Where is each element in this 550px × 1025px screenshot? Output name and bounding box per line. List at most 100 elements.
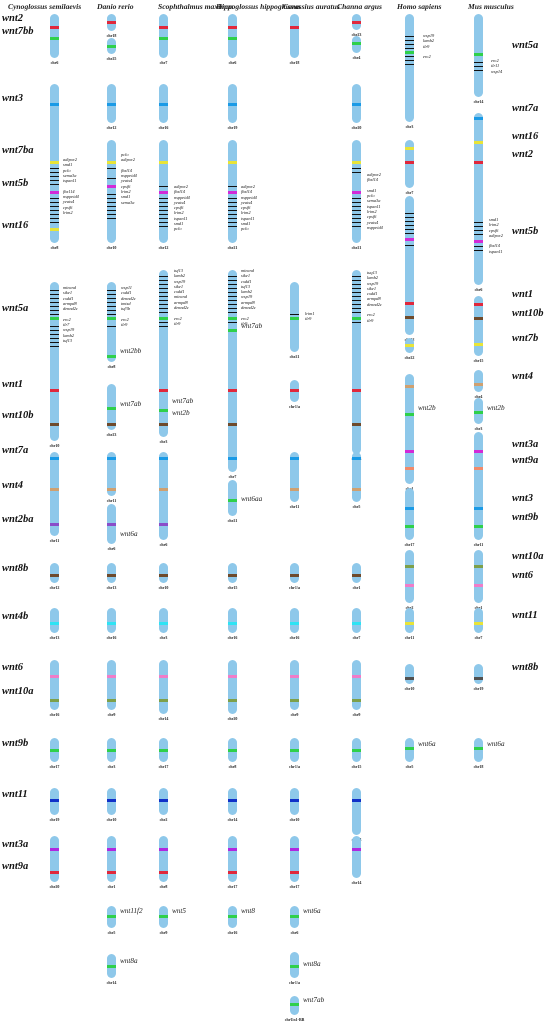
chromosome xyxy=(159,270,168,437)
gene-tick xyxy=(474,222,483,224)
chromosome-label: chr25 xyxy=(106,56,117,61)
gene-tick xyxy=(50,338,59,340)
chromosome-label: chr1/a xyxy=(289,585,300,590)
wnt-band xyxy=(474,161,483,164)
chromosome xyxy=(352,738,361,762)
gene-tick xyxy=(50,172,59,174)
wnt-band xyxy=(50,799,59,802)
wnt-band xyxy=(352,488,361,491)
gene-tick xyxy=(352,284,361,286)
neighbor-gene-list: lrim1 tlr9 xyxy=(305,311,315,322)
neighbor-gene: tlr7 xyxy=(63,322,70,328)
gene-tick xyxy=(159,308,168,310)
wnt-band xyxy=(50,622,59,625)
gene-tick xyxy=(50,310,59,312)
neighbor-gene: lamb2 xyxy=(241,289,252,295)
chromosome-label: chr6 xyxy=(107,546,116,551)
chromosome-label: chr15 xyxy=(227,585,238,590)
chromosome xyxy=(107,504,116,544)
chromosome-label: chrUn1-BB xyxy=(284,1017,305,1022)
wnt-band xyxy=(352,799,361,802)
wnt-band xyxy=(228,675,237,678)
wnt-band xyxy=(159,799,168,802)
gene-tick xyxy=(107,294,116,296)
species-header: Mus musculus xyxy=(468,2,514,11)
gene-tick xyxy=(159,226,168,228)
neighbor-gene-list: adipor2 smd1 pclo sema3a tspan11 fbx114 nsppe… xyxy=(63,157,79,247)
chromosome xyxy=(107,738,116,762)
wnt-band xyxy=(159,37,168,40)
chromosome xyxy=(159,452,168,540)
chromosome-label: chr16 xyxy=(227,635,238,640)
neighbor-gene: tspan11 xyxy=(241,215,255,221)
wnt-band xyxy=(159,423,168,426)
chromosome-label: chr18 xyxy=(106,33,117,38)
gene-label-right: wnt3 xyxy=(512,493,534,504)
gene-tick xyxy=(352,202,361,204)
wnt-band xyxy=(228,103,237,106)
wnt-band xyxy=(290,1003,299,1006)
chromosome xyxy=(159,140,168,243)
chromosome xyxy=(159,608,168,633)
gene-label-left: wnt11 xyxy=(2,789,28,800)
chromosome xyxy=(159,660,168,714)
neighbor-gene: cpsf6 xyxy=(241,205,251,211)
gene-tick xyxy=(352,308,361,310)
gene-tick xyxy=(474,226,483,228)
wnt-band xyxy=(228,799,237,802)
chromosome-label: chr23 xyxy=(106,432,117,437)
wnt-band xyxy=(290,488,299,491)
chromosome xyxy=(474,14,483,97)
chromosome-label: chr17 xyxy=(49,764,60,769)
wnt-band xyxy=(290,871,299,874)
gene-tick xyxy=(405,213,414,215)
gene-label-right: wnt10b xyxy=(512,308,544,319)
gene-tick xyxy=(50,326,59,328)
gene-tick xyxy=(228,276,237,278)
neighbor-gene: erc2 xyxy=(367,312,375,318)
neighbor-gene: wsp19 xyxy=(423,33,435,38)
chromosome xyxy=(107,563,116,583)
neighbor-gene: dennd2c xyxy=(367,301,382,307)
chromosome-label: chr21 xyxy=(351,245,362,250)
wnt-band xyxy=(159,675,168,678)
chromosome xyxy=(107,452,116,496)
chromosome xyxy=(405,488,414,540)
neighbor-gene-list: wsp11 cxdd1 dennd2c tmtsd tuf3b erc2 tlr9 xyxy=(121,285,136,327)
gene-tick xyxy=(228,198,237,200)
chromosome-label: chr5 xyxy=(107,930,116,935)
gene-label-right: wnt6 xyxy=(512,570,534,581)
ortholog-label: wnt11f2 xyxy=(120,907,143,915)
wnt-band xyxy=(290,389,299,392)
wnt-band xyxy=(405,525,414,528)
neighbor-gene: adipor2 xyxy=(489,232,503,238)
chromosome xyxy=(50,14,59,58)
neighbor-gene: tlr9 xyxy=(121,322,128,328)
gene-label-right: wnt9a xyxy=(512,455,539,466)
neighbor-gene: pclo xyxy=(121,152,129,157)
chromosome xyxy=(50,282,59,441)
wnt-band xyxy=(474,303,483,306)
gene-tick xyxy=(290,314,299,316)
neighbor-gene: sema3a xyxy=(121,199,135,205)
chromosome-label: chr9 xyxy=(159,930,168,935)
wnt-band xyxy=(290,26,299,29)
wnt-band xyxy=(228,915,237,918)
ortholog-label: wnt7ab xyxy=(303,996,325,1004)
wnt-band xyxy=(50,423,59,426)
neighbor-gene: pclo xyxy=(174,226,182,232)
wnt-band xyxy=(290,675,299,678)
wnt-band xyxy=(474,117,483,120)
gene-tick xyxy=(228,284,237,286)
gene-tick xyxy=(159,304,168,306)
chromosome-label: chr7 xyxy=(352,635,361,640)
wnt-band xyxy=(405,147,414,150)
wnt-band xyxy=(405,302,414,305)
gene-tick xyxy=(50,346,59,348)
gene-tick xyxy=(228,186,237,188)
chromosome xyxy=(352,84,361,123)
neighbor-gene: adipor2 xyxy=(121,157,135,163)
wnt-band xyxy=(107,185,116,188)
ortholog-label: wnt8a xyxy=(303,960,321,968)
gene-tick xyxy=(50,218,59,220)
